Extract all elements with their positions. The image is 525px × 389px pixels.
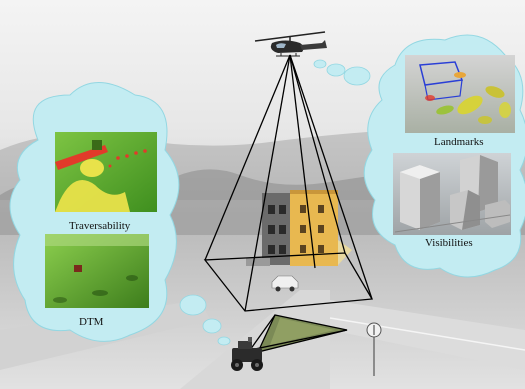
helicopter-icon	[254, 31, 327, 57]
landmarks-label: Landmarks	[434, 136, 483, 148]
visibilities-3d-view	[393, 153, 511, 235]
ground-robot-icon	[231, 337, 263, 371]
robot-marker-icon	[74, 265, 82, 272]
road-marking	[329, 317, 525, 351]
parked-car	[271, 275, 299, 292]
dtm-label: DTM	[79, 316, 104, 328]
landmarks-3d-view	[405, 55, 515, 133]
traversability-label: Traversability	[69, 220, 131, 232]
dtm-map	[45, 234, 149, 308]
helicopter-view-frustum	[203, 54, 374, 312]
road-right	[330, 300, 525, 370]
road-center	[180, 290, 330, 389]
robot-thought-bubbles	[179, 294, 231, 346]
robot-view-patch	[258, 315, 347, 352]
helicopter-thought-bubbles	[313, 59, 371, 86]
traversability-map	[55, 132, 157, 212]
road-sign-icon	[366, 322, 382, 376]
visibilities-label: Visibilities	[425, 237, 473, 249]
